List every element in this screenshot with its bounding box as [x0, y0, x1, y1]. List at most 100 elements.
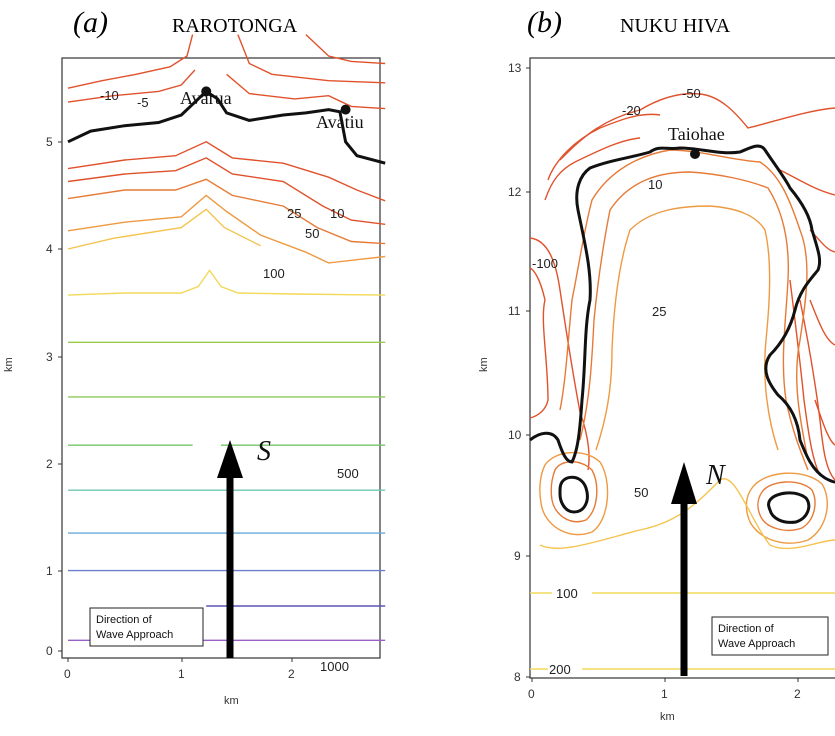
panel-a-arrow-label: S	[257, 436, 271, 467]
panel-b-ytick: 13	[508, 61, 522, 75]
panel-b-x-ticks: 0 1 2	[528, 678, 801, 701]
contour-line	[559, 92, 835, 161]
panel-rarotonga: (a) RAROTONGA 0 1 2 3 4 5 0 1 2 km km -1…	[3, 6, 386, 707]
panel-b-label: (b)	[527, 6, 562, 39]
panel-b-islet	[558, 475, 589, 514]
contour-label: 100	[263, 266, 285, 281]
contour-line	[757, 481, 816, 532]
panel-b-coastline	[529, 144, 835, 484]
panel-b-ytick: 12	[508, 185, 522, 199]
panel-a-contour-labels: -10 -5 25 10 50 100 500 1000	[100, 88, 359, 674]
contour-label: 1000	[320, 659, 349, 674]
contour-line	[547, 113, 661, 181]
place-label-avarua: Avarua	[180, 88, 232, 108]
contour-label: -50	[682, 86, 701, 101]
contour-line	[544, 137, 641, 201]
contour-line	[579, 171, 809, 471]
panel-a-direction-box: Direction of Wave Approach	[89, 607, 204, 647]
panel-a-x-ticks: 0 1 2	[64, 658, 295, 681]
panel-b-title: NUKU HIVA	[620, 15, 731, 37]
panel-b-y-label: km	[478, 357, 490, 372]
contour-line	[67, 34, 194, 89]
contour-line	[809, 299, 835, 346]
contour-label: 200	[549, 662, 571, 677]
contour-line	[67, 157, 386, 225]
contour-label: 25	[287, 206, 301, 221]
contour-label: 10	[330, 206, 344, 221]
contour-label: 100	[556, 586, 578, 601]
direction-box-line1: Direction of	[718, 623, 775, 635]
panel-b-xtick: 0	[528, 687, 535, 701]
panel-a-ytick: 1	[46, 564, 53, 578]
contour-label: 25	[652, 304, 666, 319]
panel-b-contours	[529, 92, 835, 670]
panel-b-xtick: 1	[661, 687, 668, 701]
panel-a-ytick: 4	[46, 242, 53, 256]
panel-b-xtick: 2	[794, 687, 801, 701]
panel-b-ytick: 8	[514, 670, 521, 684]
contour-line	[779, 169, 835, 196]
panel-b-arrow-label: N	[705, 460, 726, 491]
contour-line	[539, 451, 609, 536]
contour-line	[67, 269, 386, 296]
contour-line	[529, 267, 549, 419]
panel-a-coastline	[67, 89, 386, 165]
panel-b-ytick: 11	[508, 304, 521, 318]
contour-line	[67, 178, 386, 245]
contour-line	[745, 472, 828, 544]
panel-a-frame	[61, 57, 381, 659]
panel-b-frame	[529, 57, 835, 679]
panel-b-x-label: km	[660, 711, 675, 723]
panel-b-contour-labels: -50 -20 10 -100 25 50 100 200	[532, 86, 701, 677]
contour-line	[550, 461, 598, 523]
contour-label: 500	[337, 466, 359, 481]
panel-b-ytick: 9	[514, 549, 521, 563]
contour-label: 10	[648, 177, 662, 192]
panel-b-y-ticks: 13 12 11 10 9 8	[508, 61, 530, 684]
contour-line	[237, 34, 386, 84]
contour-label: -100	[532, 256, 558, 271]
panel-a-place-markers	[201, 86, 351, 115]
direction-box-line2: Wave Approach	[718, 638, 795, 650]
panel-a-x-label: km	[224, 695, 239, 707]
panel-a-xtick: 1	[178, 667, 185, 681]
panel-a-ytick: 5	[46, 135, 53, 149]
panel-a-xtick: 2	[288, 667, 295, 681]
panel-a-ytick: 0	[46, 644, 53, 658]
contour-line	[226, 73, 386, 110]
panel-a-xtick: 0	[64, 667, 71, 681]
panel-nuku-hiva: (b) NUKU HIVA	[478, 6, 835, 723]
panel-a-y-ticks: 0 1 2 3 4 5	[46, 135, 62, 658]
contour-line	[529, 237, 590, 471]
panel-a-ytick: 2	[46, 457, 53, 471]
place-label-taiohae: Taiohae	[668, 124, 725, 144]
contour-line	[539, 478, 835, 550]
place-marker	[201, 86, 212, 97]
contour-line	[814, 399, 835, 446]
direction-box-line1: Direction of	[96, 614, 153, 626]
contour-label: 50	[634, 485, 648, 500]
direction-box-line2: Wave Approach	[96, 629, 173, 641]
contour-line	[67, 141, 386, 202]
contour-line	[559, 149, 809, 461]
panel-b-islet	[767, 491, 811, 524]
contour-line	[67, 69, 196, 103]
panel-a-label: (a)	[73, 6, 108, 39]
contour-label: -20	[622, 103, 641, 118]
panel-a-wave-arrow	[217, 440, 243, 658]
contour-label: 50	[305, 226, 319, 241]
panel-a-y-label: km	[3, 357, 15, 372]
contour-line	[305, 34, 386, 65]
place-marker-taiohae	[690, 149, 700, 159]
panel-b-ytick: 10	[508, 428, 522, 442]
contour-label: -5	[137, 95, 149, 110]
panel-a-ytick: 3	[46, 350, 53, 364]
contour-label: -10	[100, 88, 119, 103]
contour-line	[67, 194, 386, 264]
contour-line	[595, 205, 779, 451]
place-marker	[340, 104, 351, 115]
contour-line	[799, 299, 835, 481]
panel-a-title: RAROTONGA	[172, 15, 298, 37]
place-label-avatiu: Avatiu	[316, 112, 364, 132]
